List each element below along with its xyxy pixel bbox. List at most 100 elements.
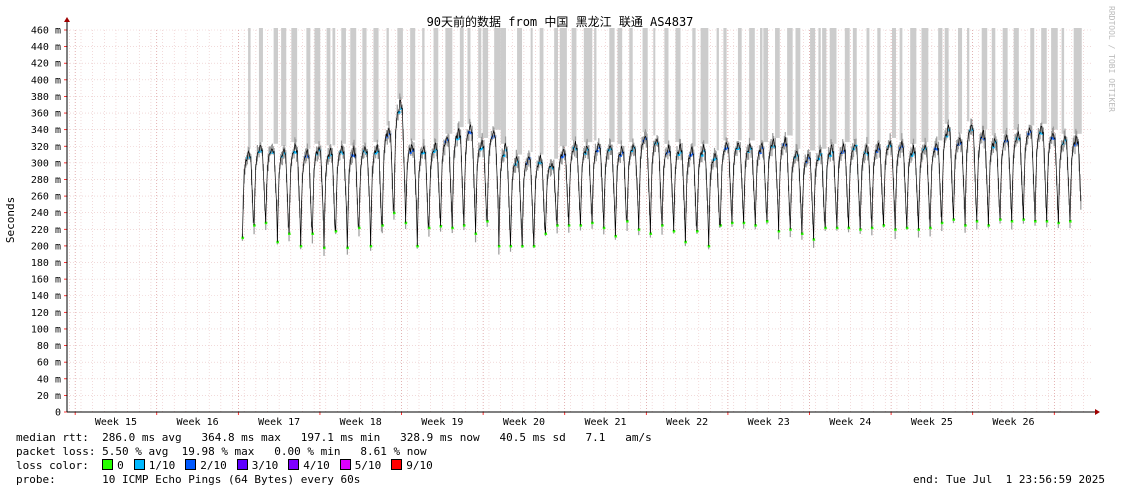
median-loss-point	[462, 224, 466, 227]
loss-gap-band	[737, 28, 742, 141]
median-loss-point	[1034, 220, 1037, 223]
loss-gap-band	[373, 28, 379, 143]
x-tick-label: Week 23	[748, 417, 790, 428]
median-loss-point	[800, 232, 804, 235]
median-loss-point	[917, 228, 920, 231]
packet-loss-label: packet loss:	[16, 445, 96, 458]
loss-color-swatch	[133, 459, 145, 470]
y-tick-label: 220 m	[31, 225, 61, 236]
median-loss-point	[486, 220, 489, 223]
loss-color-text: 3/10	[251, 459, 279, 472]
median-loss-point	[374, 151, 378, 155]
y-tick-label: 340 m	[31, 125, 61, 136]
loss-gap-band	[350, 28, 357, 146]
median-loss-point	[829, 154, 832, 157]
median-loss-point	[509, 244, 513, 248]
median-rtt-row: median rtt: 286.0 ms avg 364.8 ms max 19…	[16, 431, 652, 445]
median-loss-point	[311, 232, 314, 235]
median-loss-point	[649, 232, 652, 235]
median-rtt-values: 286.0 ms avg 364.8 ms max 197.1 ms min 3…	[102, 431, 652, 444]
median-loss-point	[859, 228, 862, 231]
loss-color-item: 0	[102, 459, 124, 472]
loss-color-row: loss color: 0 1/10 2/10 3/10 4/10 5/10 9/10	[16, 459, 652, 473]
loss-color-label: loss color:	[16, 459, 89, 472]
y-tick-label: 120 m	[31, 308, 61, 319]
loss-gap-band	[692, 28, 696, 147]
loss-gap-band	[653, 28, 656, 136]
rtt-smoke-series	[241, 93, 1082, 256]
median-loss-point	[730, 221, 734, 225]
loss-gap-band	[586, 28, 593, 143]
loss-gap-band	[818, 28, 821, 149]
median-loss-point	[293, 151, 296, 154]
median-loss-point	[591, 221, 594, 225]
loss-gap-band	[877, 28, 881, 143]
median-loss-point	[299, 244, 303, 248]
median-loss-point	[999, 218, 1002, 221]
axes	[64, 17, 1100, 415]
loss-color-swatch	[185, 459, 197, 470]
median-loss-point	[905, 226, 909, 230]
loss-gap-band	[775, 28, 780, 138]
x-tick-label: Week 19	[421, 417, 463, 428]
y-tick-label: 380 m	[31, 92, 61, 103]
median-loss-point	[474, 232, 478, 235]
x-tick-label: Week 15	[95, 417, 137, 428]
x-axis-arrow	[1095, 409, 1100, 415]
median-loss-point	[992, 145, 995, 149]
loss-color-item: 9/10	[391, 459, 433, 472]
loss-gap-bands	[248, 28, 1082, 159]
x-tick-label: Week 18	[340, 417, 382, 428]
median-loss-point	[346, 246, 349, 250]
median-loss-point	[427, 226, 431, 230]
x-tick-label: Week 16	[176, 417, 218, 428]
rrdtool-watermark: RRDTOOL / TOBI OETIKER	[1107, 6, 1116, 112]
median-loss-point	[1039, 131, 1042, 135]
median-loss-point	[637, 228, 641, 231]
loss-gap-band	[609, 28, 615, 143]
loss-gap-band	[844, 28, 850, 143]
median-loss-point	[323, 246, 326, 250]
median-loss-point	[824, 226, 827, 230]
y-axis-label: Seconds	[4, 197, 17, 243]
loss-gap-band	[1030, 28, 1035, 126]
loss-gap-band	[617, 28, 621, 144]
loss-gap-band	[1075, 28, 1082, 134]
loss-color-item: 3/10	[236, 459, 279, 472]
loss-gap-band	[281, 28, 287, 147]
loss-gap-band	[703, 28, 709, 144]
median-loss-point	[567, 224, 571, 227]
loss-gap-band	[583, 28, 590, 143]
x-tick-label: Week 17	[258, 417, 300, 428]
median-loss-point	[241, 236, 244, 240]
loss-gap-band	[449, 28, 453, 134]
median-loss-point	[835, 226, 839, 230]
median-loss-point	[1022, 218, 1025, 221]
loss-color-text: 0	[117, 459, 124, 472]
loss-gap-band	[433, 28, 439, 143]
loss-color-item: 4/10	[288, 459, 330, 472]
loss-gap-band	[923, 28, 929, 143]
loss-gap-band	[642, 28, 648, 133]
packet-loss-values: 5.50 % avg 19.98 % max 0.00 % min 8.61 %…	[102, 445, 427, 458]
median-loss-point	[754, 224, 757, 227]
loss-gap-band	[530, 28, 533, 153]
loss-color-item: 5/10	[339, 459, 381, 472]
y-tick-labels: 0 20 m 40 m 60 m 80 m 100 m 120 m 140 m 160 m 180…	[31, 26, 61, 419]
loss-gap-band	[810, 28, 816, 151]
loss-gap-band	[1054, 28, 1058, 130]
loss-gap-band	[1051, 28, 1057, 130]
median-loss-point	[847, 226, 851, 230]
median-loss-point	[975, 220, 979, 223]
median-loss-point	[626, 220, 629, 223]
loss-color-text: 4/10	[303, 459, 330, 472]
median-rtt-line	[242, 99, 1082, 248]
loss-gap-band	[362, 28, 367, 144]
y-tick-label: 260 m	[31, 192, 61, 203]
median-loss-point	[661, 224, 664, 227]
x-tick-label: Week 24	[829, 417, 871, 428]
loss-gap-band	[700, 28, 705, 144]
probe-row: probe: 10 ICMP Echo Pings (64 Bytes) eve…	[16, 473, 652, 487]
loss-gap-band	[1061, 28, 1065, 134]
x-tick-label: Week 22	[666, 417, 708, 428]
